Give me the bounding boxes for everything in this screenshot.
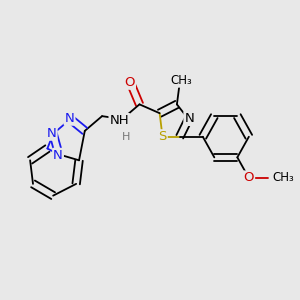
Text: NH: NH — [110, 114, 129, 127]
Text: N: N — [47, 127, 57, 140]
Text: N: N — [53, 149, 63, 162]
Text: O: O — [124, 76, 135, 89]
Text: N: N — [65, 112, 74, 125]
Text: CH₃: CH₃ — [272, 172, 294, 184]
Text: CH₃: CH₃ — [170, 74, 192, 87]
Text: O: O — [244, 172, 254, 184]
Text: H: H — [122, 132, 131, 142]
Text: S: S — [158, 130, 167, 143]
Text: N: N — [184, 112, 194, 125]
